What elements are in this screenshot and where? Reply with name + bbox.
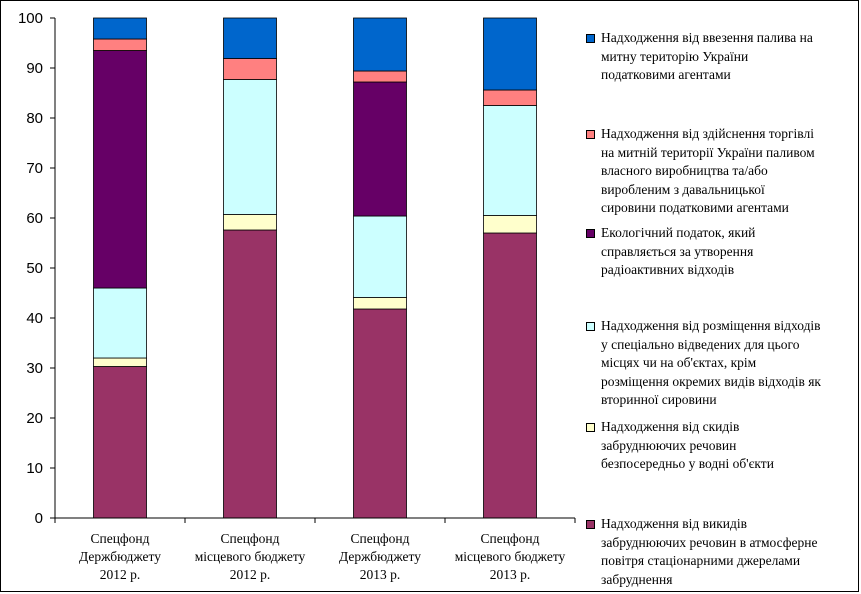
bar-segment (354, 82, 407, 216)
legend-swatch (586, 130, 595, 139)
legend-label: Екологічний податок, який справляється з… (601, 224, 858, 280)
bar-segment (484, 90, 537, 106)
x-category-label-line: 2013 р. (490, 567, 531, 582)
bar-segment (354, 309, 407, 518)
y-tick-label: 10 (26, 460, 43, 477)
x-category-label-line: Спецфонд (350, 531, 409, 546)
x-category-label-line: Спецфонд (480, 531, 539, 546)
legend-label: Надходження від здійснення торгівлі на м… (601, 125, 858, 218)
y-tick-label: 50 (26, 260, 43, 277)
x-category-label-line: 2012 р. (230, 567, 271, 582)
bar-segment (484, 18, 537, 90)
bar-segment (94, 288, 147, 358)
x-category-label-line: місцевого бюджету (195, 549, 306, 564)
bar-segment (224, 230, 277, 518)
legend-swatch (586, 520, 595, 529)
y-tick-label: 40 (26, 310, 43, 327)
bar-segment (354, 298, 407, 310)
x-category-label-line: Спецфонд (220, 531, 279, 546)
x-category-label-line: місцевого бюджету (455, 549, 566, 564)
y-tick-label: 100 (18, 10, 43, 27)
x-category-label: Спецфонд Держбюджету 2012 р. (79, 531, 161, 582)
legend-swatch (586, 229, 595, 238)
bar-segment (484, 106, 537, 216)
bar-segment (224, 215, 277, 231)
bar-segment (484, 233, 537, 518)
legend-label: Надходження від викидів забруднюючих реч… (601, 515, 858, 589)
bar-segment (94, 367, 147, 519)
legend-label: Надходження від розміщення відходів у сп… (601, 317, 858, 410)
bar-segment (354, 18, 407, 71)
bar-segment (224, 80, 277, 215)
legend-swatch (586, 34, 595, 43)
x-category-label-line: Держбюджету (339, 549, 421, 564)
y-tick-label: 0 (35, 510, 43, 527)
x-category-label: Спецфонд місцевого бюджету 2012 р. (195, 531, 306, 582)
y-tick-label: 60 (26, 210, 43, 227)
x-category-label: Спецфонд місцевого бюджету 2013 р. (455, 531, 566, 582)
legend: Надходження від ввезення палива на митну… (586, 0, 858, 594)
x-category-label-line: Спецфонд (90, 531, 149, 546)
bar-segment (94, 358, 147, 367)
x-category-label-line: Держбюджету (79, 549, 161, 564)
x-category-label: Спецфонд Держбюджету 2013 р. (339, 531, 421, 582)
legend-label: Надходження від ввезення палива на митну… (601, 29, 858, 85)
bar-segment (224, 59, 277, 80)
bar-segment (224, 18, 277, 59)
bars (94, 18, 537, 518)
bar-segment (354, 71, 407, 82)
y-tick-label: 90 (26, 60, 43, 77)
legend-label: Надходження від скидів забруднюючих речо… (601, 418, 858, 474)
bar-segment (94, 18, 147, 39)
y-axis: 0 10 20 30 40 50 60 70 80 90 100 (18, 10, 55, 527)
x-category-label-line: 2012 р. (100, 567, 141, 582)
bar-segment (94, 39, 147, 51)
bar-segment (354, 216, 407, 298)
y-tick-label: 30 (26, 360, 43, 377)
legend-swatch (586, 423, 595, 432)
x-axis: Спецфонд Держбюджету 2012 р. Спецфонд місцев… (55, 518, 575, 582)
y-tick-label: 80 (26, 110, 43, 127)
x-category-label-line: 2013 р. (360, 567, 401, 582)
y-tick-label: 20 (26, 410, 43, 427)
bar-segment (94, 51, 147, 289)
bar-segment (484, 216, 537, 234)
y-tick-label: 70 (26, 160, 43, 177)
legend-swatch (586, 322, 595, 331)
